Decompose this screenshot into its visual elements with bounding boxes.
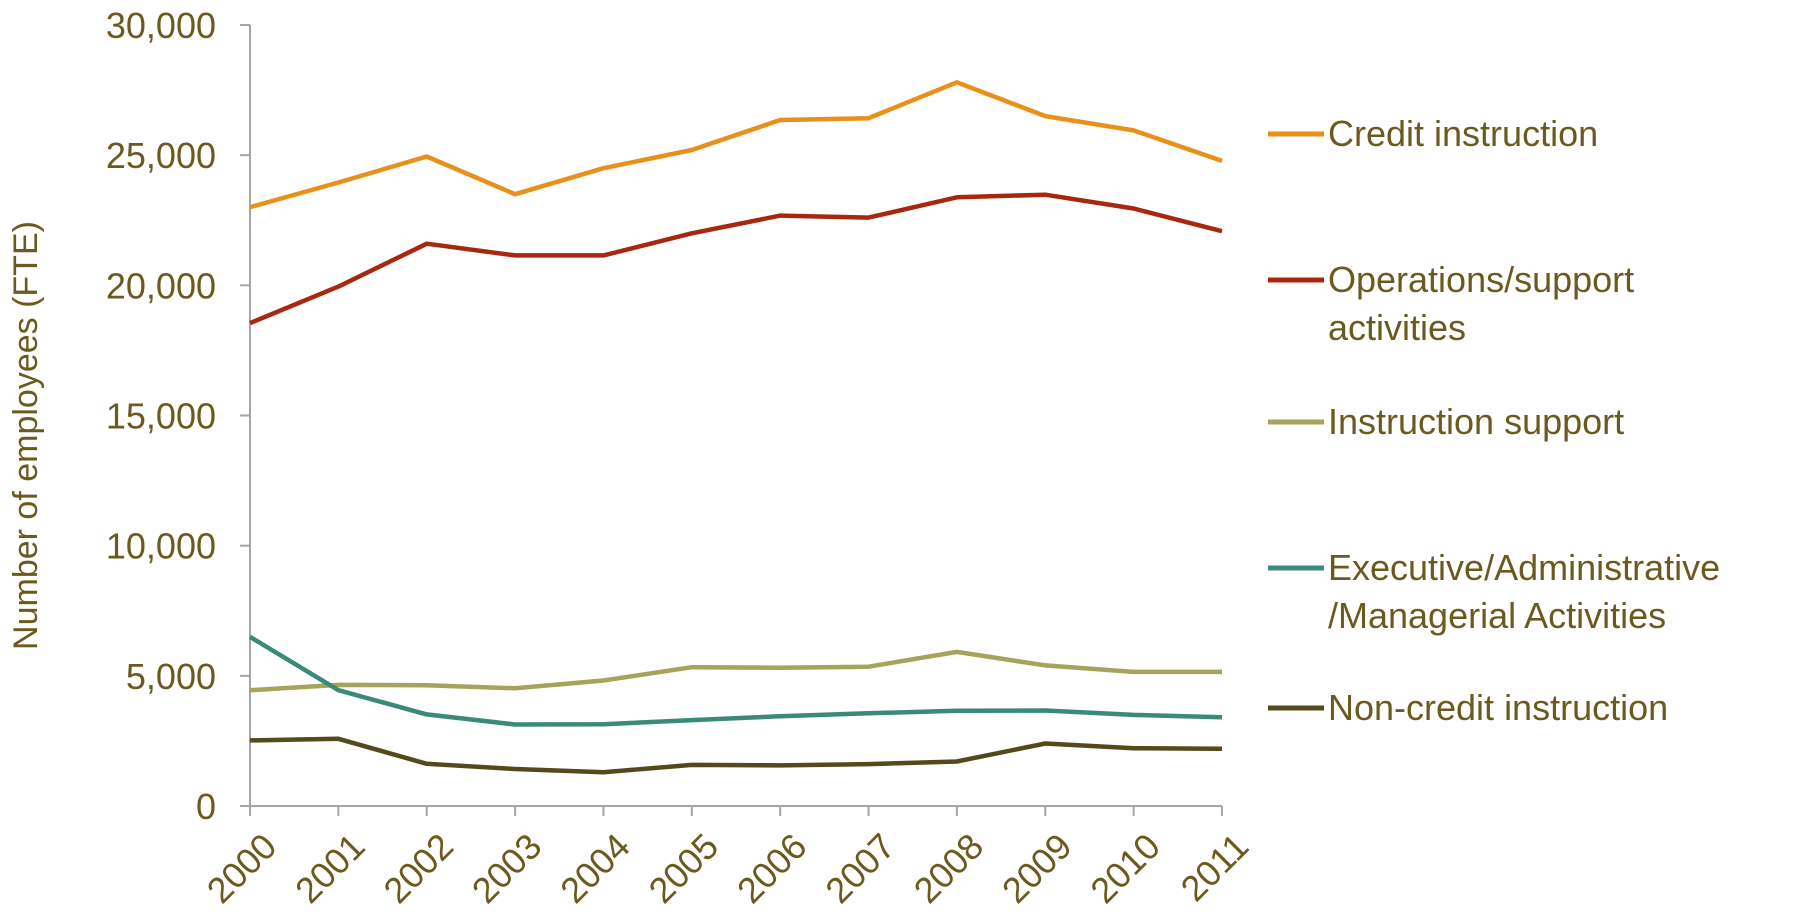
x-tick-label: 2010 xyxy=(1082,825,1168,911)
axes xyxy=(240,24,1223,816)
legend-label: Instruction support xyxy=(1328,401,1624,442)
x-tick-label: 2007 xyxy=(817,825,903,911)
y-tick-label: 5,000 xyxy=(126,656,216,697)
legend-label: activities xyxy=(1328,307,1466,348)
y-tick-label: 25,000 xyxy=(106,135,216,176)
legend-label: Credit instruction xyxy=(1328,113,1598,154)
x-tick-label: 2009 xyxy=(994,825,1080,911)
series-lines xyxy=(248,80,1223,775)
x-tick-label: 2008 xyxy=(906,825,992,911)
legend-label: Operations/support xyxy=(1328,259,1634,300)
y-tick-label: 30,000 xyxy=(106,5,216,46)
y-tick-labels: 0 5,000 10,000 15,000 20,000 25,000 30,000 xyxy=(106,5,216,827)
x-tick-label: 2003 xyxy=(464,825,550,911)
x-tick-label: 2000 xyxy=(199,825,285,911)
series-line-0 xyxy=(249,80,1223,210)
x-tick-labels: 2000 2001 2002 2003 2004 2005 2006 2007 2008 2009… xyxy=(199,825,1257,911)
series-line-1 xyxy=(249,192,1223,326)
x-tick-label: 2002 xyxy=(375,825,461,911)
series-line-2 xyxy=(249,649,1222,693)
y-axis-title: Number of employees (FTE) xyxy=(7,221,45,650)
legend-label: /Managerial Activities xyxy=(1328,595,1666,636)
y-tick-label: 0 xyxy=(196,786,216,827)
legend-label: Executive/Administrative xyxy=(1328,547,1720,588)
x-tick-label: 2001 xyxy=(287,825,373,911)
y-tick-label: 20,000 xyxy=(106,265,216,306)
series-line-4 xyxy=(249,736,1223,775)
legend-label: Non-credit instruction xyxy=(1328,687,1668,728)
x-tick-label: 2006 xyxy=(729,825,815,911)
y-tick-label: 10,000 xyxy=(106,526,216,567)
x-tick-label: 2005 xyxy=(641,825,727,911)
legend: Credit instruction Operations/support acti… xyxy=(1268,113,1720,728)
x-tick-label: 2011 xyxy=(1173,825,1257,909)
x-tick-label: 2004 xyxy=(552,825,638,911)
series-line-3 xyxy=(248,634,1223,727)
y-tick-label: 15,000 xyxy=(106,396,216,437)
